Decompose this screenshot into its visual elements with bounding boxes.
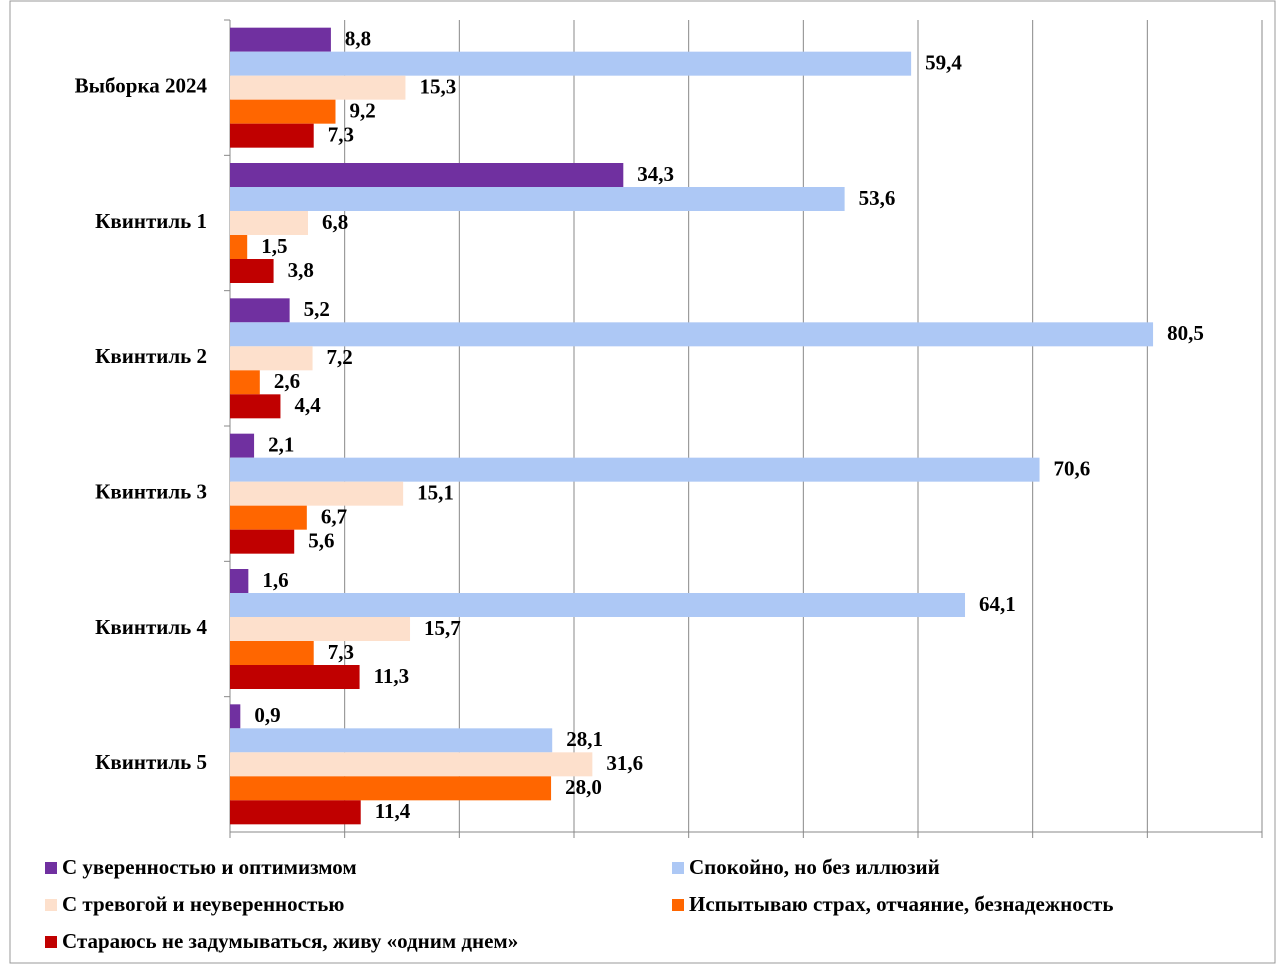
value-label: 64,1 [979, 592, 1016, 616]
value-label: 6,8 [322, 210, 348, 234]
legend-label: С уверенностью и оптимизмом [62, 855, 357, 879]
value-label: 1,5 [261, 234, 287, 258]
value-label: 15,1 [417, 480, 454, 504]
value-label: 70,6 [1054, 456, 1091, 480]
value-label: 6,7 [321, 504, 347, 528]
value-label: 7,2 [327, 345, 353, 369]
legend-label: Испытываю страх, отчаяние, безнадежность [689, 892, 1113, 916]
bar [230, 800, 361, 825]
bar [230, 617, 411, 641]
bar [230, 259, 274, 283]
legend-label: С тревогой и неуверенностью [62, 892, 344, 916]
bar [230, 346, 313, 371]
value-label: 0,9 [254, 703, 280, 727]
value-label: 31,6 [606, 751, 643, 775]
category-label: Квинтиль 3 [95, 479, 207, 503]
bar [230, 665, 360, 689]
bar [230, 529, 295, 554]
legend-swatch [672, 899, 684, 911]
bar [230, 433, 255, 458]
category-label: Квинтиль 1 [95, 209, 207, 233]
legend-swatch [45, 862, 57, 874]
value-label: 3,8 [288, 258, 314, 282]
value-label: 15,7 [424, 616, 461, 640]
legend-label: Стараюсь не задумываться, живу «одним дн… [62, 929, 518, 953]
category-label: Квинтиль 2 [95, 344, 207, 368]
category-label: Квинтиль 4 [95, 615, 207, 639]
category-label: Выборка 2024 [75, 73, 208, 97]
legend-swatch [45, 899, 57, 911]
value-label: 15,3 [419, 74, 456, 98]
value-label: 28,1 [566, 727, 603, 751]
value-label: 7,3 [328, 640, 354, 664]
value-label: 80,5 [1167, 321, 1204, 345]
value-label: 2,1 [268, 432, 294, 456]
bar [230, 752, 593, 777]
value-label: 7,3 [328, 122, 354, 146]
value-label: 9,2 [349, 98, 375, 122]
bar [230, 211, 308, 235]
bar [230, 593, 966, 617]
value-label: 5,2 [304, 297, 330, 321]
value-label: 59,4 [925, 50, 962, 74]
bar [230, 163, 624, 187]
value-label: 34,3 [637, 162, 674, 186]
value-label: 11,3 [374, 664, 410, 688]
bar [230, 457, 1040, 482]
bar [230, 298, 290, 323]
value-label: 4,4 [294, 393, 321, 417]
bar [230, 505, 307, 530]
value-label: 28,0 [565, 775, 602, 799]
bar [230, 704, 241, 729]
bar [230, 370, 260, 395]
bar [230, 187, 845, 211]
value-label: 53,6 [859, 186, 896, 210]
bar [230, 27, 331, 52]
bar [230, 569, 249, 593]
category-label: Квинтиль 5 [95, 750, 207, 774]
bar [230, 728, 553, 753]
bar [230, 481, 404, 506]
chart-frame [9, 0, 1276, 964]
bar [230, 235, 248, 259]
bar [230, 123, 314, 148]
bar [230, 99, 336, 124]
value-label: 2,6 [274, 369, 300, 393]
value-label: 5,6 [308, 528, 334, 552]
bar [230, 322, 1154, 347]
legend-swatch [672, 862, 684, 874]
bar [230, 641, 314, 665]
value-label: 11,4 [375, 799, 411, 823]
bar [230, 51, 912, 76]
value-label: 8,8 [345, 26, 371, 50]
bar [230, 776, 552, 801]
legend-label: Спокойно, но без иллюзий [689, 855, 940, 879]
value-label: 1,6 [262, 568, 288, 592]
bar [230, 394, 281, 419]
legend-swatch [45, 936, 57, 948]
bar [230, 75, 406, 100]
